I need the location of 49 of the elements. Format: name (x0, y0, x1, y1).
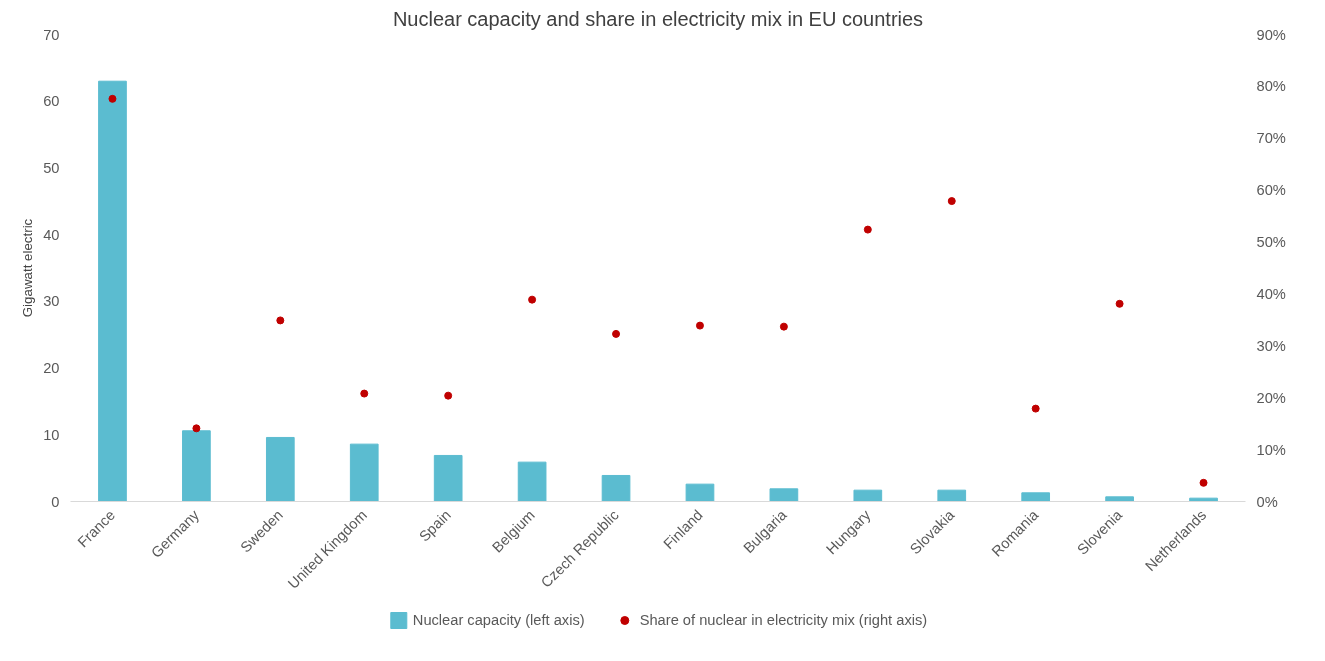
bar (265, 436, 295, 502)
y2-tick-label: 20% (1256, 389, 1286, 406)
bar (98, 80, 127, 502)
bar (1021, 492, 1051, 502)
bar (853, 489, 883, 502)
y2-tick-label: 80% (1256, 78, 1286, 95)
bar (937, 489, 967, 502)
legend-label: Nuclear capacity (left axis) (412, 612, 585, 628)
point (779, 322, 788, 331)
bar (1105, 496, 1134, 502)
y2-tick-label: 0% (1256, 493, 1278, 510)
chart-title: Nuclear capacity and share in electricity mix in EU countries (392, 7, 924, 30)
y2-tick-label: 60% (1256, 182, 1286, 199)
y2-tick-label: 30% (1256, 337, 1286, 354)
y2-tick-label: 40% (1256, 285, 1286, 302)
y2-tick-label: 70% (1256, 130, 1286, 147)
point (444, 391, 453, 400)
bar (349, 443, 379, 502)
bar (433, 454, 463, 502)
bar (182, 430, 211, 502)
point (108, 94, 117, 103)
y-tick-label: 60 (43, 93, 60, 110)
point (1031, 404, 1040, 413)
point (1115, 299, 1124, 308)
y2-tick-label: 50% (1256, 234, 1286, 251)
y2-tick-label: 90% (1256, 26, 1286, 43)
point (276, 316, 285, 325)
bar (517, 461, 547, 502)
point (863, 225, 872, 234)
y-axis-title: Gigawatt electric (20, 218, 36, 318)
y2-tick-label: 10% (1256, 441, 1286, 458)
point (1199, 478, 1208, 487)
point (695, 321, 704, 330)
point (360, 389, 369, 398)
bar (601, 474, 631, 502)
y-tick-label: 10 (43, 426, 60, 443)
point (528, 295, 537, 304)
bar (685, 483, 715, 502)
y-tick-label: 30 (43, 293, 60, 310)
legend-label: Share of nuclear in electricity mix (right axis) (639, 612, 928, 628)
y-tick-label: 70 (43, 26, 60, 43)
y-tick-label: 20 (43, 360, 60, 377)
bar (769, 488, 799, 502)
point (947, 197, 956, 206)
point (612, 329, 621, 338)
y-tick-label: 40 (43, 226, 60, 243)
point (192, 424, 201, 433)
y-tick-label: 50 (43, 159, 60, 176)
y-tick-label: 0 (51, 493, 60, 510)
